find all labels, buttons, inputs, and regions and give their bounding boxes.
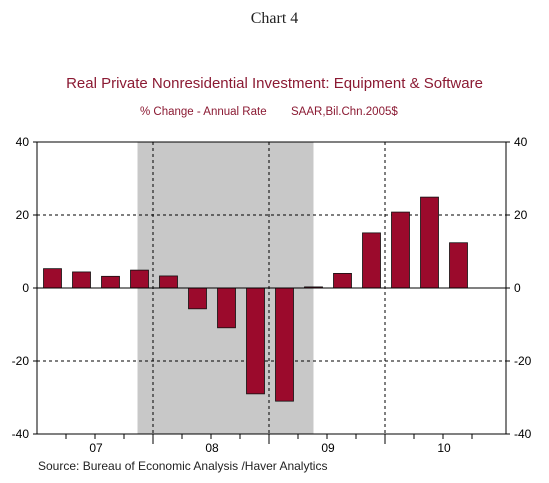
bar <box>391 211 410 289</box>
bar <box>246 287 265 395</box>
y-tick-label-left: 20 <box>16 208 30 222</box>
x-tick-label-year: 08 <box>205 441 219 455</box>
y-tick-label-right: 40 <box>514 135 528 149</box>
y-tick-label-right: -20 <box>514 354 532 368</box>
y-tick-label-left: -40 <box>12 427 30 441</box>
y-tick-label-left: 0 <box>22 281 29 295</box>
y-tick-label-right: 20 <box>514 208 528 222</box>
bar <box>159 275 178 289</box>
bar <box>217 287 236 329</box>
y-tick-label-left: 40 <box>16 135 30 149</box>
bar <box>420 196 439 289</box>
x-tick-label-year: 09 <box>321 441 335 455</box>
bar <box>130 269 149 289</box>
x-tick-label-year: 10 <box>437 441 451 455</box>
y-tick-label-right: 0 <box>514 281 521 295</box>
bar <box>101 275 120 289</box>
bar <box>43 268 62 289</box>
chart-subtitle-units: % Change - Annual Rate <box>140 106 267 118</box>
y-tick-label-left: -20 <box>12 354 30 368</box>
chart-subtitle-series: SAAR,Bil.Chn.2005$ <box>291 106 398 118</box>
bar <box>275 287 294 402</box>
chart-number-heading: Chart 4 <box>250 10 299 27</box>
y-tick-label-right: -40 <box>514 427 532 441</box>
bar <box>188 287 207 310</box>
chart-title: Real Private Nonresidential Investment: … <box>66 75 483 92</box>
bar <box>333 272 352 289</box>
bar <box>362 232 381 289</box>
bar <box>72 271 91 289</box>
bar <box>449 242 468 289</box>
source-note: Source: Bureau of Economic Analysis /Hav… <box>38 459 328 473</box>
x-tick-label-year: 07 <box>89 441 103 455</box>
